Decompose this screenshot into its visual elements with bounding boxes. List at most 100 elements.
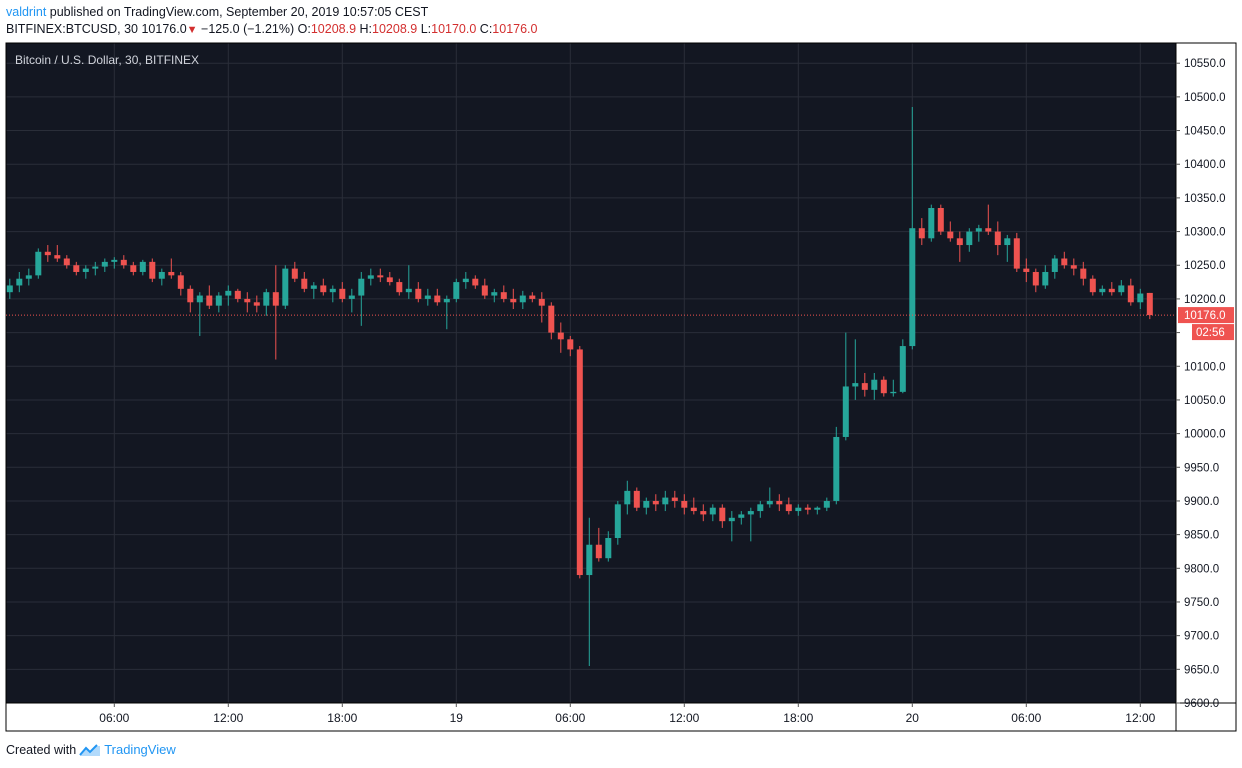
candle [396,278,403,296]
candle-body [415,288,422,299]
candle-body [139,261,146,272]
candle [348,288,355,313]
candle-body [405,288,412,293]
candle-body [424,295,431,299]
candle [652,494,659,512]
candle-body [985,228,992,232]
candle [728,511,735,542]
candle-body [1061,258,1068,266]
candle [405,265,412,299]
candle-body [263,292,270,306]
candle-body [177,275,184,289]
candle-body [519,295,526,303]
candle-body [1032,271,1039,286]
candle-body [253,302,260,306]
candle-body [1070,265,1077,269]
candle-body [1118,285,1125,293]
x-tick-label: 12:00 [213,711,243,725]
candle-body [719,507,726,522]
candle-body [187,288,194,303]
candle [462,271,469,289]
candle-body [120,259,127,266]
candle-body [491,292,498,296]
price-tag-label: 10176.0 [1184,310,1226,322]
candle [624,480,631,515]
candle [1108,282,1115,296]
candle [472,275,479,289]
candle [690,497,697,515]
candle-body [785,504,792,512]
open-label: O: [297,22,311,36]
candle [25,268,32,286]
price-axis[interactable]: 10550.0 10500.0 10450.0 10400.0 10350.0 10300… [1176,58,1226,710]
chart-frame [5,42,1237,732]
x-tick-label: 12:00 [669,711,699,725]
tradingview-brand-link[interactable]: TradingView [104,742,176,757]
candle-body [101,261,108,267]
candle-body [310,285,317,289]
candle [358,271,365,326]
candle [491,288,498,303]
candle [605,531,612,562]
candle-body [700,511,707,515]
candle-body [614,504,621,538]
grid-lines [6,43,1176,704]
high-value: 10208.9 [372,22,418,36]
candle [73,261,80,276]
price-tag-box [1178,307,1234,324]
candle [291,261,298,283]
candle-body [966,231,973,246]
candle-body [1023,268,1030,272]
candle-body [690,507,697,512]
candle [861,373,868,397]
y-tick-label: 9600.0 [1184,698,1219,710]
candle-body [899,346,906,392]
candle [510,288,517,310]
candle [1080,261,1087,286]
candle [35,248,42,279]
candle [795,504,802,516]
candle [1051,255,1058,279]
candle [453,278,460,303]
high-label: H: [359,22,373,36]
candle [1127,278,1134,306]
x-tick-label: 06:00 [1011,711,1041,725]
low-value: 10170.0 [431,22,477,36]
candle-body [225,290,232,296]
candle [215,292,222,313]
candle [529,292,536,303]
candle [130,261,137,276]
time-axis[interactable]: 06:00 12:00 18:00 19 06:00 12:00 18:00 20 06:00 1… [99,703,1156,725]
candle-body [766,500,773,505]
candle [947,221,954,242]
candle-body [671,497,678,501]
candle-body [386,277,393,283]
candle [187,285,194,313]
author-link[interactable]: valdrint [6,5,47,19]
candle [253,295,260,313]
candle-body [576,349,583,576]
y-tick-label: 9800.0 [1184,563,1219,575]
y-tick-label: 10350.0 [1184,193,1226,205]
candle [823,497,830,512]
candle [443,295,450,330]
candle [966,228,973,252]
candle [367,268,374,286]
candle [282,265,289,310]
x-tick-label: 18:00 [783,711,813,725]
candle-body [158,271,165,279]
y-tick-label: 9650.0 [1184,664,1219,676]
candle-body [861,383,868,390]
candle-body [909,228,916,347]
candle-body [605,538,612,559]
y-tick-label: 10250.0 [1184,260,1226,272]
candle-body [500,292,507,299]
candle [738,511,745,525]
candle [1013,232,1020,272]
candle [538,292,545,323]
y-tick-label: 9750.0 [1184,597,1219,609]
candle-body [804,507,811,510]
candle-body [757,504,764,512]
candle [785,497,792,515]
